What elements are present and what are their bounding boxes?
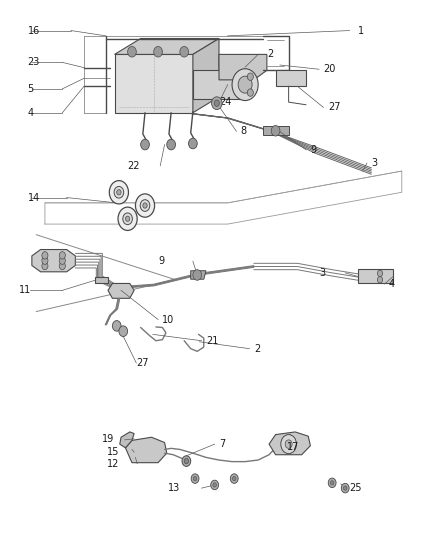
Circle shape — [59, 257, 65, 264]
Text: 25: 25 — [350, 483, 362, 493]
Circle shape — [135, 194, 155, 217]
Circle shape — [343, 486, 347, 490]
Circle shape — [184, 458, 188, 464]
Polygon shape — [193, 38, 219, 113]
Text: 27: 27 — [328, 102, 340, 112]
Circle shape — [119, 326, 127, 336]
Polygon shape — [115, 38, 219, 54]
Circle shape — [167, 139, 176, 150]
Text: 23: 23 — [28, 58, 40, 67]
Text: 2: 2 — [267, 50, 273, 59]
Text: 5: 5 — [28, 84, 34, 94]
Text: 8: 8 — [241, 126, 247, 136]
Circle shape — [59, 262, 65, 270]
Text: 15: 15 — [106, 447, 119, 457]
Text: 20: 20 — [323, 64, 336, 74]
Circle shape — [193, 270, 201, 280]
Text: 13: 13 — [168, 483, 180, 493]
Polygon shape — [191, 271, 206, 279]
Text: 11: 11 — [19, 285, 31, 295]
Polygon shape — [115, 54, 193, 113]
Circle shape — [232, 69, 258, 101]
Circle shape — [247, 73, 253, 80]
Text: 12: 12 — [106, 459, 119, 469]
Text: 4: 4 — [28, 108, 34, 118]
Polygon shape — [120, 432, 134, 448]
Circle shape — [118, 207, 137, 230]
Circle shape — [233, 477, 236, 481]
Circle shape — [127, 46, 136, 57]
Circle shape — [213, 483, 216, 487]
Polygon shape — [269, 432, 311, 455]
Circle shape — [271, 125, 280, 136]
Text: 19: 19 — [102, 434, 115, 444]
Circle shape — [378, 277, 383, 283]
Circle shape — [42, 252, 48, 259]
Polygon shape — [358, 269, 393, 284]
Circle shape — [141, 139, 149, 150]
Polygon shape — [219, 54, 267, 80]
Text: 16: 16 — [28, 26, 40, 36]
Text: 27: 27 — [136, 358, 149, 368]
Circle shape — [59, 252, 65, 259]
Circle shape — [140, 200, 150, 212]
Text: 9: 9 — [311, 145, 317, 155]
Text: 14: 14 — [28, 192, 40, 203]
Circle shape — [143, 203, 147, 208]
Text: 1: 1 — [358, 26, 364, 36]
Circle shape — [191, 474, 199, 483]
Text: 24: 24 — [219, 97, 231, 107]
Circle shape — [247, 89, 253, 96]
Circle shape — [182, 456, 191, 466]
Circle shape — [214, 100, 219, 107]
Polygon shape — [108, 284, 134, 298]
Polygon shape — [95, 277, 108, 284]
Polygon shape — [193, 70, 245, 100]
Polygon shape — [125, 437, 167, 463]
Circle shape — [285, 440, 292, 448]
Text: 3: 3 — [319, 268, 325, 278]
Text: 10: 10 — [162, 314, 175, 325]
Circle shape — [123, 213, 132, 224]
Circle shape — [180, 46, 188, 57]
Polygon shape — [262, 126, 289, 135]
Circle shape — [42, 262, 48, 270]
Polygon shape — [276, 70, 306, 86]
Polygon shape — [32, 249, 75, 272]
Circle shape — [378, 270, 383, 277]
Text: 3: 3 — [371, 158, 378, 168]
Text: 21: 21 — [206, 336, 218, 346]
Circle shape — [328, 478, 336, 488]
Circle shape — [125, 216, 130, 221]
Text: 22: 22 — [127, 161, 140, 171]
Circle shape — [238, 76, 252, 93]
Circle shape — [193, 477, 197, 481]
Circle shape — [117, 190, 121, 195]
Circle shape — [154, 46, 162, 57]
Text: 9: 9 — [158, 256, 164, 266]
Text: 4: 4 — [389, 279, 395, 289]
Circle shape — [188, 138, 197, 149]
Circle shape — [230, 474, 238, 483]
Circle shape — [341, 483, 349, 493]
Text: 17: 17 — [286, 442, 299, 452]
Circle shape — [113, 320, 121, 331]
Circle shape — [330, 481, 334, 485]
Text: 7: 7 — [219, 439, 225, 449]
Circle shape — [110, 181, 128, 204]
Circle shape — [212, 97, 222, 110]
Circle shape — [42, 257, 48, 264]
Circle shape — [211, 480, 219, 490]
Text: 2: 2 — [254, 344, 260, 354]
Circle shape — [114, 187, 124, 198]
Circle shape — [281, 434, 297, 454]
